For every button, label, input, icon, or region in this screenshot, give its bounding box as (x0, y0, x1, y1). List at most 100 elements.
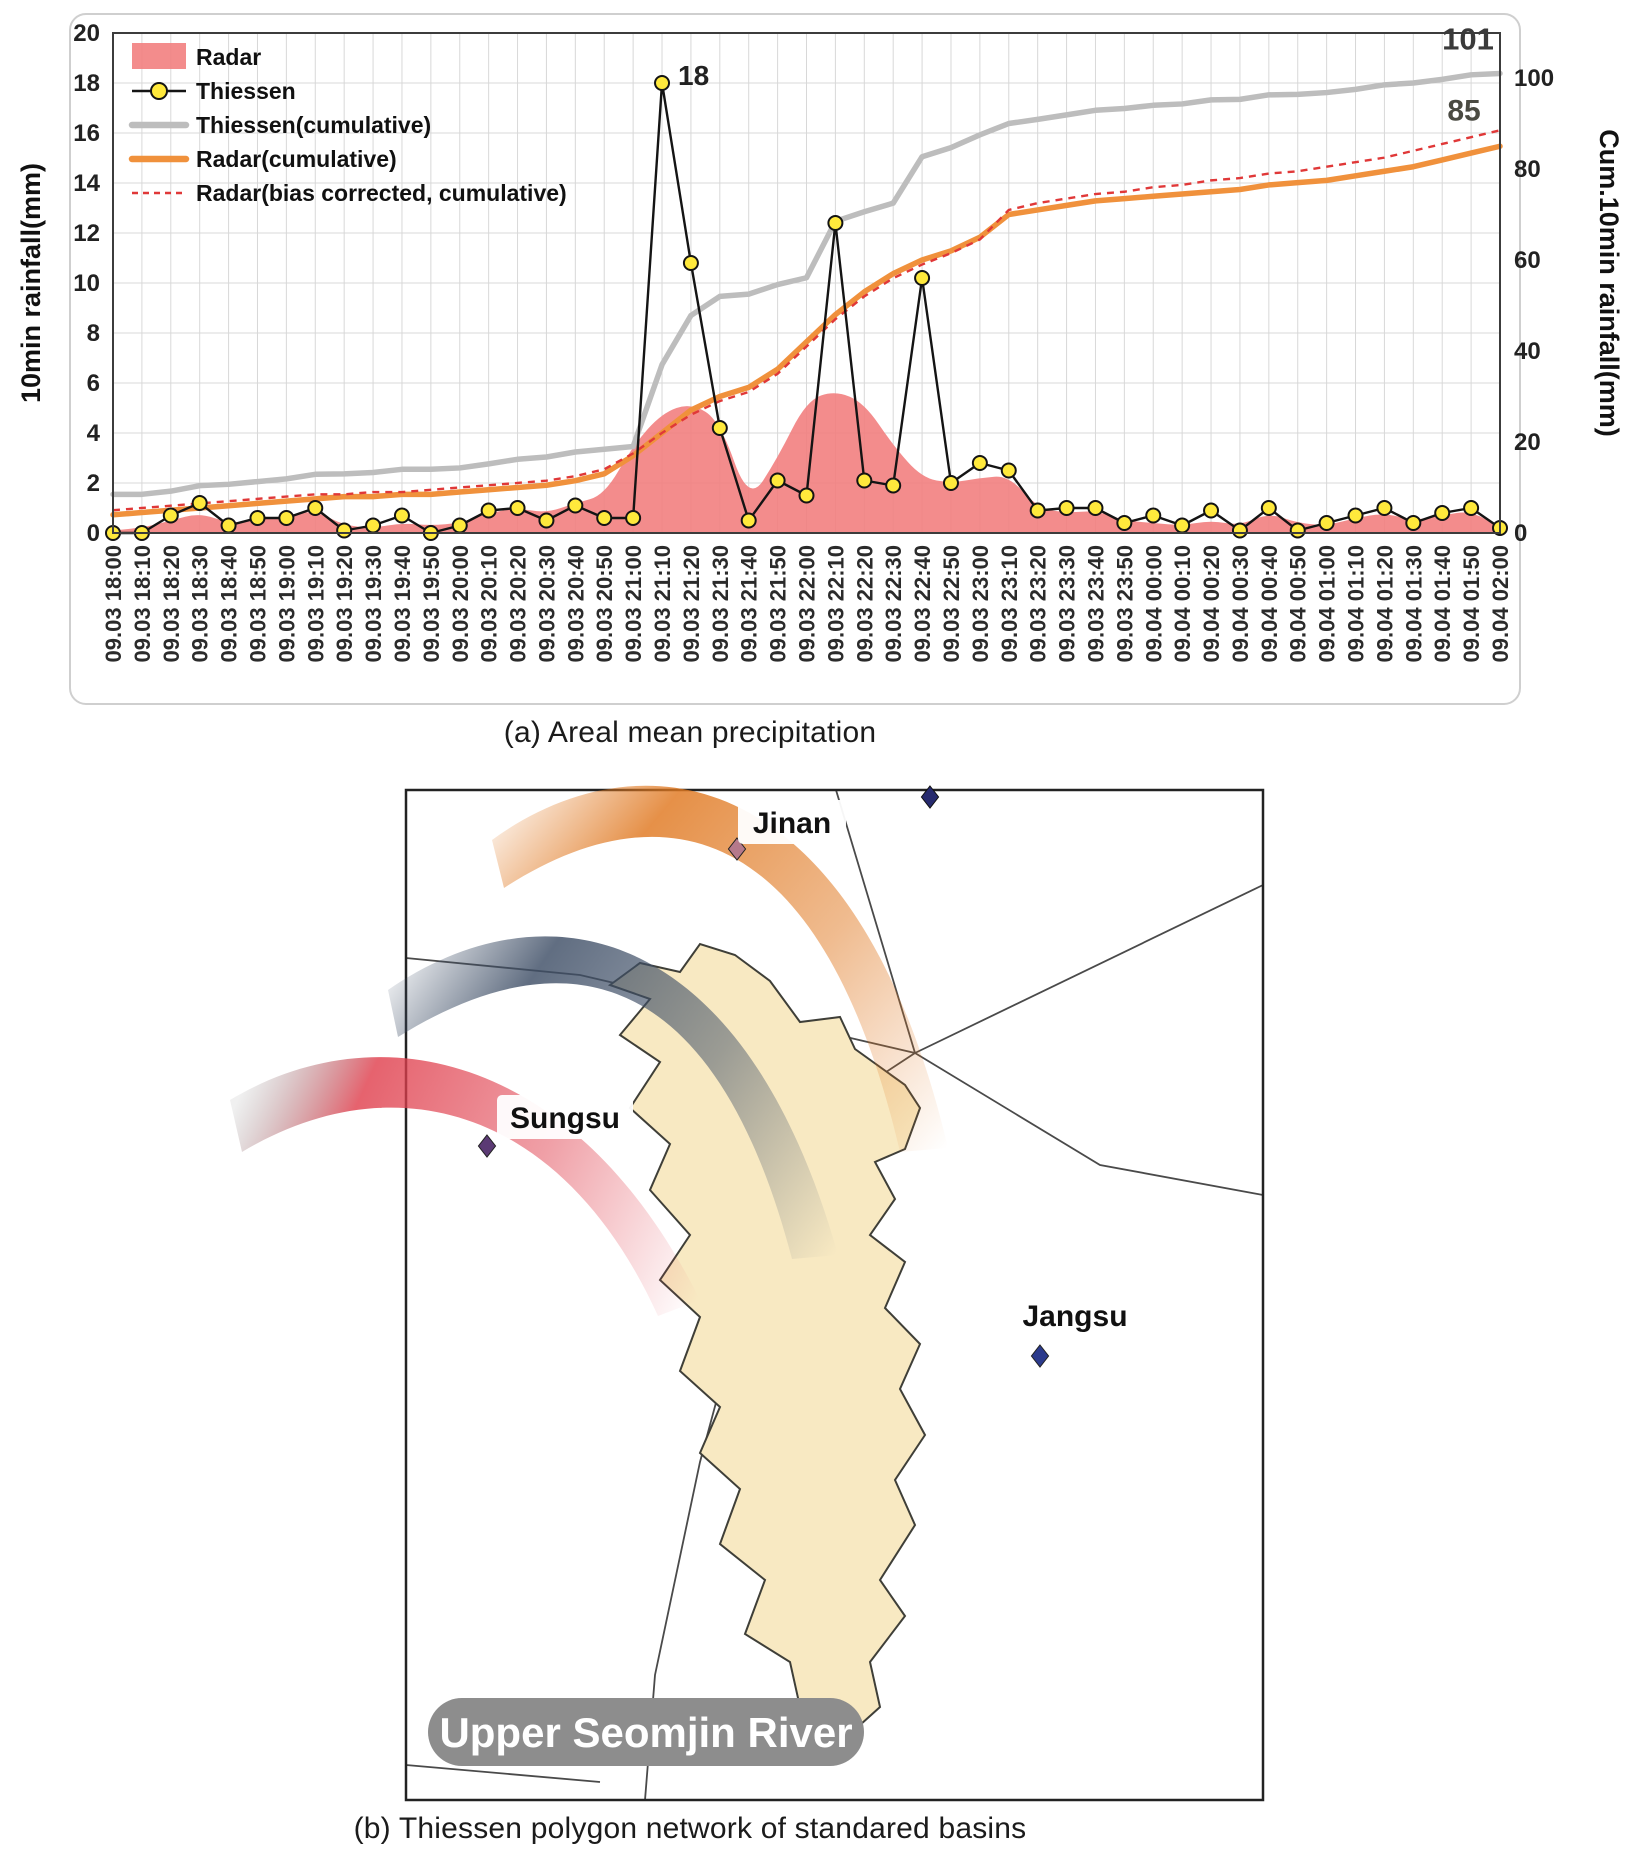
station-label-box (497, 1095, 633, 1139)
svg-text:09.03 19:00: 09.03 19:00 (274, 545, 299, 662)
figure-border (69, 13, 1521, 705)
svg-text:60: 60 (1514, 247, 1541, 274)
svg-text:09.03 20:30: 09.03 20:30 (534, 545, 559, 662)
svg-text:09.03 20:20: 09.03 20:20 (506, 545, 531, 662)
svg-text:09.04 01:10: 09.04 01:10 (1344, 545, 1369, 662)
svg-text:09.04 00:20: 09.04 00:20 (1199, 545, 1224, 662)
svg-text:09.03 21:30: 09.03 21:30 (708, 545, 733, 662)
svg-text:09.03 18:10: 09.03 18:10 (130, 545, 155, 662)
svg-text:09.03 23:20: 09.03 23:20 (1026, 545, 1051, 662)
svg-text:09.03 22:50: 09.03 22:50 (939, 545, 964, 662)
svg-text:09.04 02:00: 09.04 02:00 (1488, 545, 1513, 662)
svg-text:09.03 22:30: 09.03 22:30 (881, 545, 906, 662)
radar-swath-north (492, 785, 948, 1152)
thiessen-polygon-map: Jinan Sungsu Jangsu Upper Seomjin River (230, 785, 1265, 1802)
svg-text:20: 20 (1514, 429, 1541, 456)
svg-text:09.03 22:20: 09.03 22:20 (852, 545, 877, 662)
svg-text:09.03 22:00: 09.03 22:00 (795, 545, 820, 662)
legend-label: Thiessen(cumulative) (196, 112, 431, 138)
svg-text:09.03 19:30: 09.03 19:30 (361, 545, 386, 662)
svg-text:09.03 18:00: 09.03 18:00 (101, 545, 126, 662)
legend-label: Radar (196, 44, 261, 70)
radar-swath-west (230, 1057, 700, 1316)
svg-text:09.03 23:50: 09.03 23:50 (1112, 545, 1137, 662)
station-label-jinan: Jinan (753, 807, 831, 840)
svg-text:20: 20 (73, 20, 100, 47)
legend-label: Radar(bias corrected, cumulative) (196, 180, 567, 206)
x-axis-tick-labels: 09.03 18:00 09.03 18:10 09.03 18:20 09.03 1… (101, 545, 1513, 662)
thiessen-markers (105, 75, 1508, 541)
areal-mean-precipitation-chart: 0 2 4 6 8 10 12 14 16 18 20 0 20 40 60 80 100 09.03 18:00… (16, 13, 1624, 705)
svg-text:0: 0 (1514, 520, 1527, 547)
legend-label: Radar(cumulative) (196, 146, 397, 172)
svg-text:09.03 19:10: 09.03 19:10 (303, 545, 328, 662)
legend: Radar Thiessen Thiessen(cumulative) Radar(c… (128, 43, 567, 206)
svg-text:09.03 18:30: 09.03 18:30 (188, 545, 213, 662)
svg-text:09.03 21:00: 09.03 21:00 (621, 545, 646, 662)
svg-text:09.03 18:40: 09.03 18:40 (217, 545, 242, 662)
annotation-radar-total: 85 (1447, 94, 1480, 127)
svg-text:09.03 23:30: 09.03 23:30 (1055, 545, 1080, 662)
svg-text:09.04 00:40: 09.04 00:40 (1257, 545, 1282, 662)
station-marker-unlabeled (920, 785, 940, 809)
svg-text:09.03 20:50: 09.03 20:50 (592, 545, 617, 662)
svg-text:09.03 20:40: 09.03 20:40 (563, 545, 588, 662)
svg-text:80: 80 (1514, 156, 1541, 183)
svg-text:40: 40 (1514, 338, 1541, 365)
basin-badge-label: Upper Seomjin River (439, 1709, 852, 1756)
svg-text:09.03 19:20: 09.03 19:20 (332, 545, 357, 662)
annotation-peak-value: 18 (678, 60, 709, 91)
svg-text:09.03 19:40: 09.03 19:40 (390, 545, 415, 662)
svg-text:2: 2 (87, 470, 100, 497)
svg-text:09.04 01:20: 09.04 01:20 (1372, 545, 1397, 662)
svg-text:16: 16 (73, 120, 100, 147)
svg-text:6: 6 (87, 370, 100, 397)
left-axis-title: 10min rainfall(mm) (16, 163, 46, 403)
svg-text:09.03 23:40: 09.03 23:40 (1083, 545, 1108, 662)
svg-text:09.03 21:50: 09.03 21:50 (766, 545, 791, 662)
svg-text:12: 12 (73, 220, 100, 247)
svg-text:09.04 01:00: 09.04 01:00 (1315, 545, 1340, 662)
svg-text:09.03 18:20: 09.03 18:20 (159, 545, 184, 662)
svg-text:09.03 20:10: 09.03 20:10 (477, 545, 502, 662)
svg-text:09.04 00:00: 09.04 00:00 (1141, 545, 1166, 662)
caption-panel-b: (b) Thiessen polygon network of standare… (353, 1812, 1027, 1845)
svg-text:09.04 00:10: 09.04 00:10 (1170, 545, 1195, 662)
station-marker-sungsu (477, 1134, 497, 1158)
station-label-sungsu: Sungsu (510, 1102, 620, 1135)
svg-text:09.03 22:40: 09.03 22:40 (910, 545, 935, 662)
svg-text:09.04 01:50: 09.04 01:50 (1459, 545, 1484, 662)
caption-panel-a: (a) Areal mean precipitation (503, 716, 877, 749)
station-label-jangsu: Jangsu (1022, 1300, 1127, 1333)
annotation-thiessen-total: 101 (1442, 21, 1494, 56)
basin-badge (428, 1698, 864, 1766)
svg-text:09.03 23:00: 09.03 23:00 (968, 545, 993, 662)
left-axis-tick-labels: 0 2 4 6 8 10 12 14 16 18 20 (73, 20, 100, 547)
series-radar-cumulative- (110, 143, 1503, 518)
svg-text:09.03 18:50: 09.03 18:50 (245, 545, 270, 662)
svg-text:09.04 01:30: 09.04 01:30 (1401, 545, 1426, 662)
plot-border (112, 32, 1501, 534)
series-thiessen-cumulative- (110, 70, 1503, 498)
svg-text:4: 4 (87, 420, 101, 447)
svg-text:10: 10 (73, 270, 100, 297)
svg-text:09.03 20:00: 09.03 20:00 (448, 545, 473, 662)
svg-text:09.04 01:40: 09.04 01:40 (1430, 545, 1455, 662)
svg-text:09.03 21:40: 09.03 21:40 (737, 545, 762, 662)
station-label-box (738, 800, 846, 844)
svg-text:14: 14 (73, 170, 100, 197)
map-border (404, 788, 1265, 1802)
right-axis-tick-labels: 0 20 40 60 80 100 (1514, 65, 1554, 547)
svg-text:09.04 00:50: 09.04 00:50 (1286, 545, 1311, 662)
svg-text:18: 18 (73, 70, 100, 97)
svg-text:09.04 00:30: 09.04 00:30 (1228, 545, 1253, 662)
series-radar-bias-corrected-cumulative (112, 129, 1501, 512)
radar-swath-center (388, 936, 838, 1259)
series-radar-area (113, 393, 1500, 533)
svg-text:100: 100 (1514, 65, 1554, 92)
legend-label: Thiessen (196, 78, 296, 104)
svg-text:09.03 21:10: 09.03 21:10 (650, 545, 675, 662)
right-axis-title: Cum.10min rainfall(mm) (1594, 129, 1624, 437)
station-label-box (1007, 1293, 1143, 1337)
